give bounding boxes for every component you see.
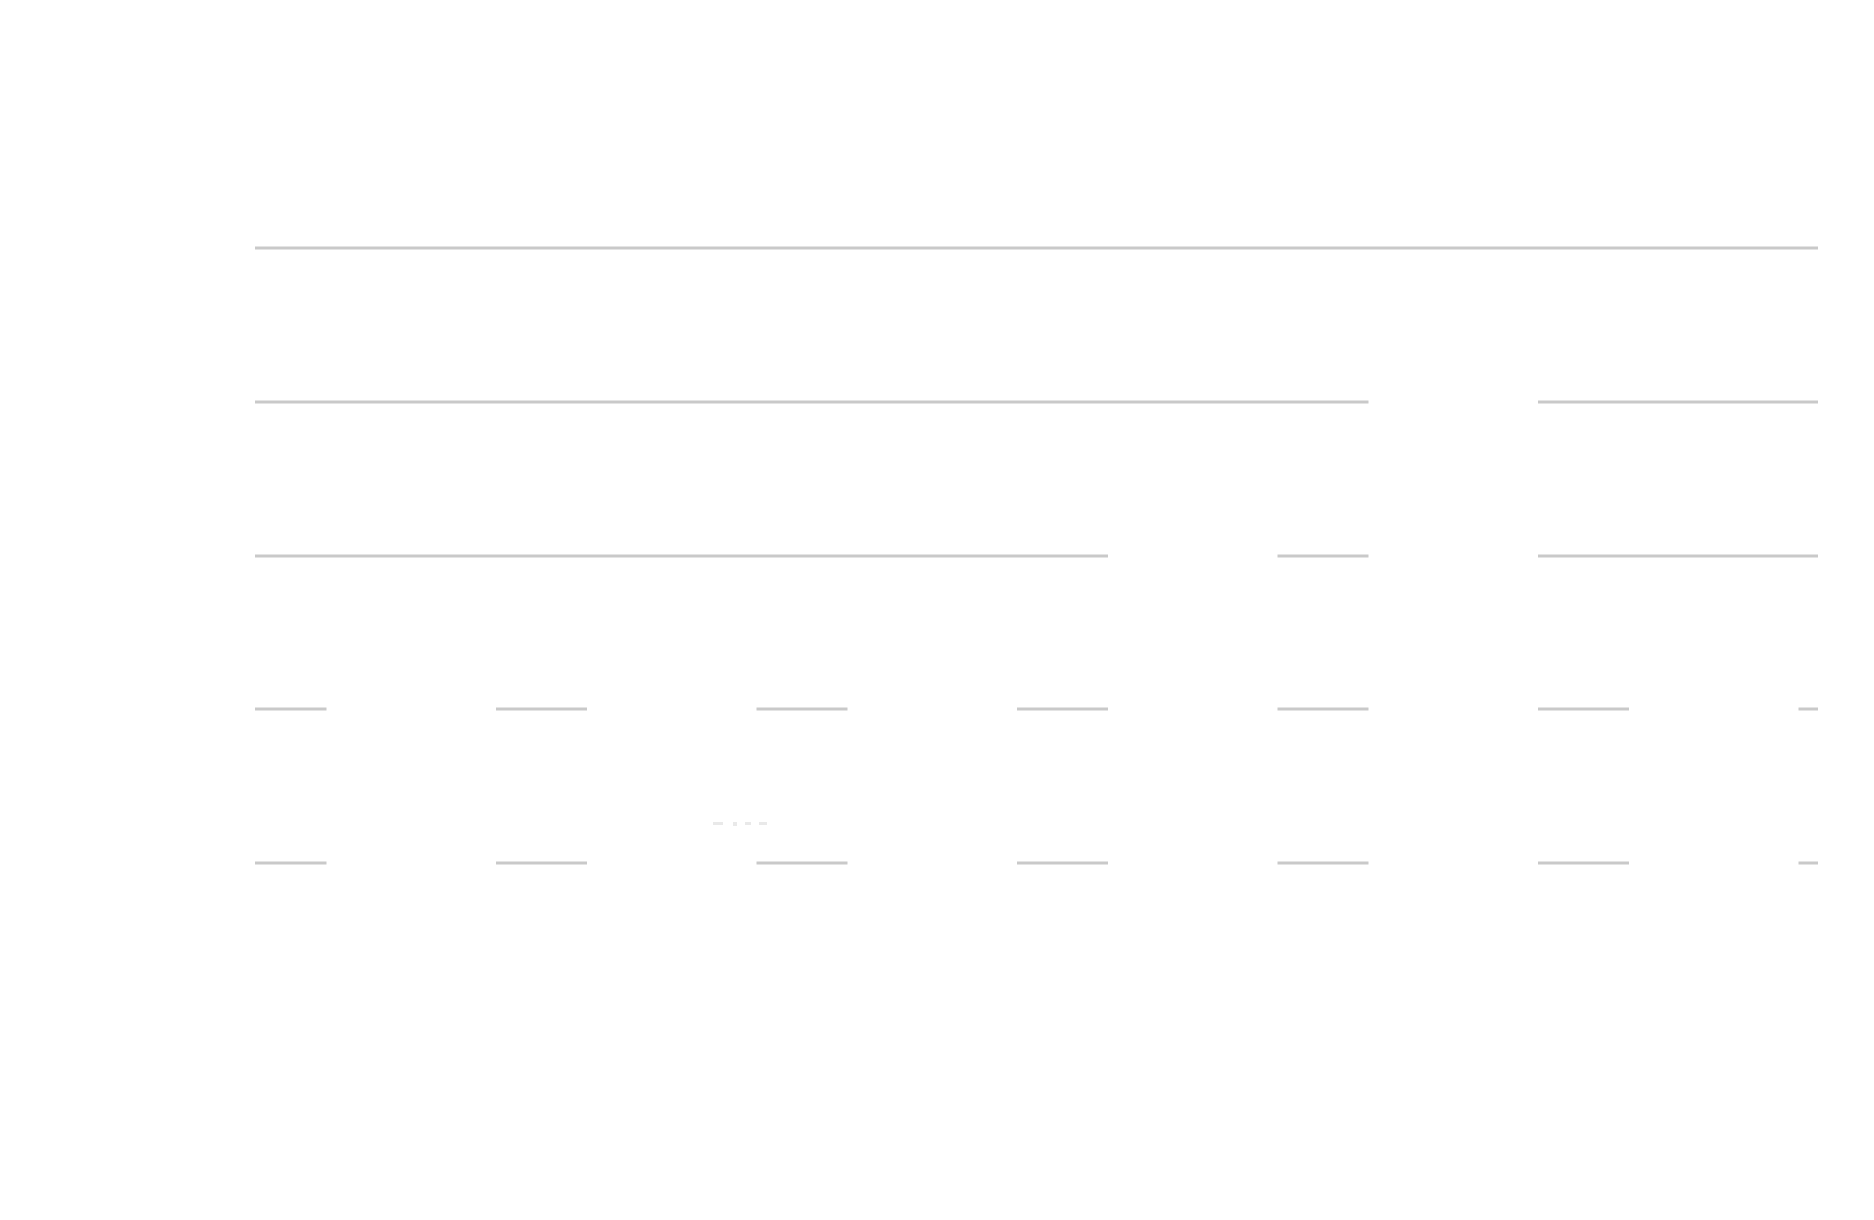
- faint-label-marks: [713, 822, 767, 826]
- bar: [1368, 399, 1538, 1017]
- bar: [847, 676, 1017, 1017]
- bar: [326, 707, 496, 1017]
- bars: [326, 399, 1799, 1017]
- gridlines: [255, 246, 1818, 865]
- faint-mark: [759, 822, 767, 825]
- faint-mark: [733, 822, 737, 826]
- faint-mark: [745, 822, 751, 825]
- bar: [1108, 553, 1278, 1017]
- bar: [1629, 707, 1799, 1017]
- bar: [587, 707, 757, 1017]
- faint-mark: [713, 822, 723, 825]
